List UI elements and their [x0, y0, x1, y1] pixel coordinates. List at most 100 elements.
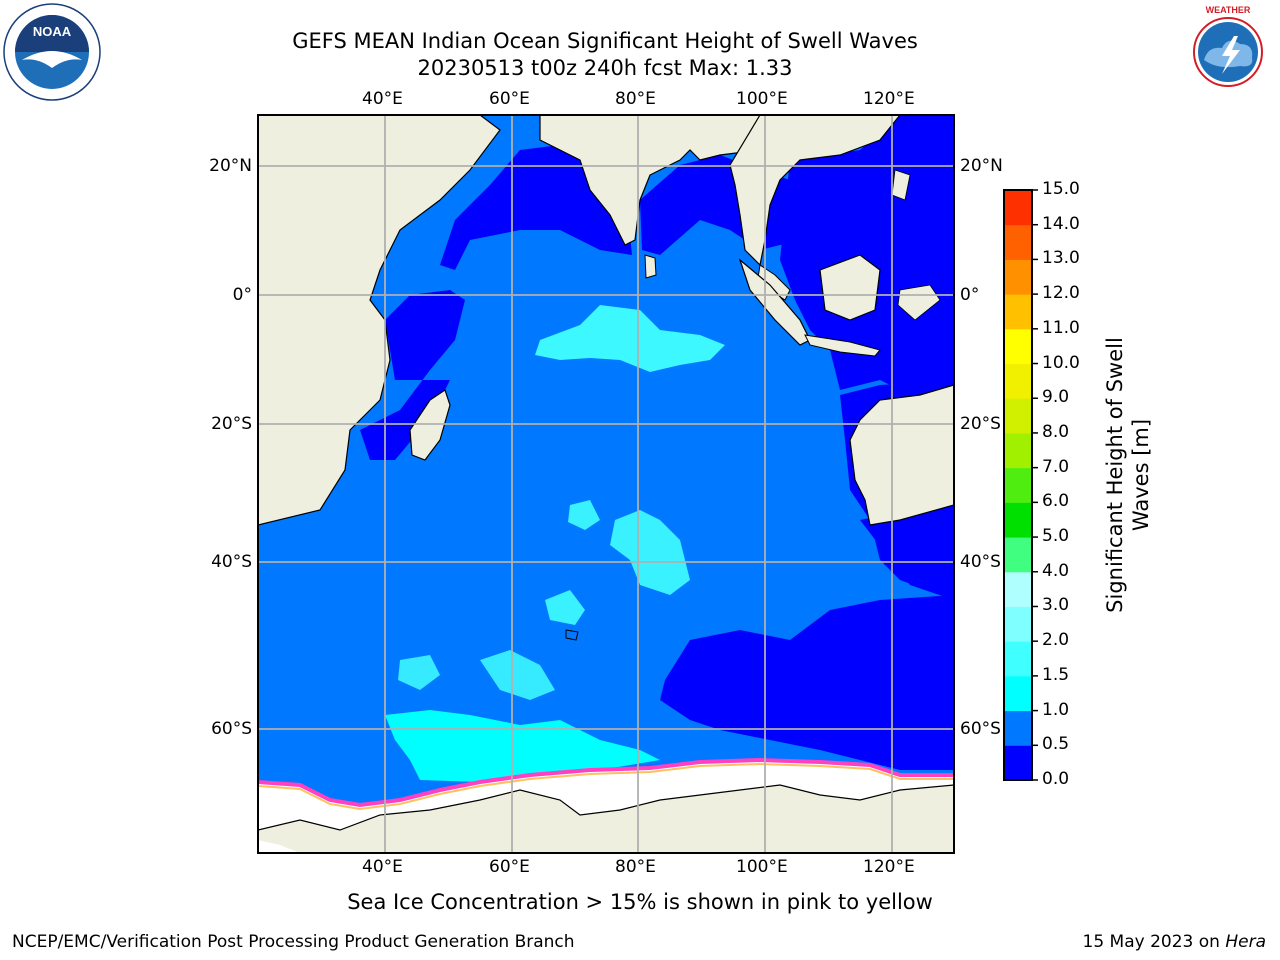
lat-label-right: 20°S	[960, 414, 1001, 434]
chart-subtitle: 20230513 t00z 240h fcst Max: 1.33	[417, 56, 793, 80]
colorbar-tick-label: 5.0	[1042, 526, 1070, 547]
land-india	[539, 115, 761, 246]
colorbar-tick-label: 9.0	[1042, 387, 1070, 408]
lon-label-top: 120°E	[863, 89, 915, 109]
colorbar-segment	[1004, 571, 1032, 607]
colorbar-segment	[1004, 710, 1032, 746]
colorbar-title: Significant Height of Swell Waves [m]	[1102, 315, 1154, 635]
colorbar-tick-label: 15.0	[1042, 179, 1080, 199]
land-island-2	[897, 284, 941, 321]
colorbar-tick-label: 11.0	[1042, 317, 1080, 338]
sea-ice-note: Sea Ice Concentration > 15% is shown in …	[347, 890, 933, 914]
swell-mid-equatorial	[535, 305, 725, 372]
lon-label-top: 100°E	[736, 89, 788, 109]
lon-label-bottom: 40°E	[362, 857, 403, 877]
land-island-1	[891, 169, 911, 201]
lat-label-right: 60°S	[960, 719, 1001, 739]
noaa-logo-text: NOAA	[33, 24, 72, 39]
sea-ice-edge	[258, 757, 954, 808]
machine-name: Hera	[1225, 932, 1266, 952]
colorbar-segment	[1004, 294, 1032, 330]
lat-label-left: 0°	[232, 285, 252, 305]
colorbar-segment	[1004, 363, 1032, 399]
land-antarctica	[258, 784, 954, 853]
colorbar-tick-label: 3.0	[1042, 595, 1070, 616]
land-kerguelen	[565, 629, 579, 641]
national-weather-service-logo: WEATHER	[1178, 2, 1278, 102]
colorbar-tick-label: 6.0	[1042, 491, 1070, 512]
land-borneo	[819, 254, 881, 321]
lat-label-left: 40°S	[211, 552, 252, 572]
colorbar-frame	[1003, 189, 1033, 781]
producer-credit: NCEP/EMC/Verification Post Processing Pr…	[12, 932, 575, 952]
colorbar-segment	[1004, 606, 1032, 642]
graticule	[258, 115, 954, 853]
land-africa-arabia	[258, 115, 501, 526]
colorbar	[1003, 189, 1038, 781]
lon-label-top: 80°E	[615, 89, 656, 109]
run-date: 15 May 2023 on Hera	[1083, 932, 1267, 952]
chart-title: GEFS MEAN Indian Ocean Significant Heigh…	[292, 29, 918, 53]
colorbar-tick-label: 4.0	[1042, 560, 1070, 581]
colorbar-segment	[1004, 467, 1032, 503]
colorbar-title-line2: Waves [m]	[1129, 418, 1153, 532]
map-frame	[257, 114, 955, 854]
colorbar-tick-label: 10.0	[1042, 352, 1080, 373]
swell-low-patch	[860, 500, 954, 600]
colorbar-segment	[1004, 328, 1032, 365]
land-java	[804, 334, 881, 357]
colorbar-segment	[1004, 259, 1032, 295]
colorbar-tick-label: 8.0	[1042, 421, 1070, 442]
lon-label-top: 60°E	[489, 89, 530, 109]
colorbar-tick-label: 0.5	[1042, 734, 1070, 755]
land-madagascar	[409, 389, 451, 461]
swell-mid-patch-4	[398, 655, 440, 690]
colorbar-tick-label: 1.0	[1042, 699, 1070, 720]
lat-label-right: 20°N	[960, 156, 1003, 176]
colorbar-tick-label: 13.0	[1042, 248, 1080, 269]
colorbar-tick-label: 7.0	[1042, 456, 1070, 477]
colorbar-segment	[1004, 537, 1032, 573]
swell-mid-central-south	[610, 510, 690, 595]
colorbar-tick-label: 14.0	[1042, 213, 1080, 234]
colorbar-tick-label: 12.0	[1042, 283, 1080, 304]
lat-label-left: 60°S	[211, 719, 252, 739]
ice-patch	[258, 840, 300, 853]
land-sri-lanka	[644, 254, 657, 279]
colorbar-segment	[1004, 432, 1032, 469]
colorbar-segment	[1004, 745, 1032, 781]
colorbar-segment	[1004, 224, 1032, 260]
swell-low-southern-ocean	[660, 595, 954, 770]
colorbar-segment	[1004, 502, 1032, 538]
lon-label-bottom: 100°E	[736, 857, 788, 877]
colorbar-tick-label: 2.0	[1042, 630, 1070, 651]
lon-label-bottom: 80°E	[615, 857, 656, 877]
colorbar-segment	[1004, 641, 1032, 677]
sea-ice-edge-outer	[258, 762, 954, 811]
colorbar-segment	[1004, 675, 1032, 712]
colorbar-segment	[1004, 190, 1032, 226]
noaa-logo: NOAA	[2, 2, 102, 102]
colorbar-tick-label: 1.5	[1042, 664, 1070, 685]
swell-mid-patch-1	[568, 500, 600, 530]
colorbar-segment	[1004, 398, 1032, 434]
swell-low-arabian-sea	[440, 145, 632, 270]
swell-mid-antarctic-band	[385, 710, 660, 782]
land-australia	[849, 384, 954, 526]
land-southeast-asia	[729, 115, 901, 267]
swell-mid-patch-2	[545, 590, 585, 625]
svg-text:WEATHER: WEATHER	[1206, 5, 1251, 15]
run-date-text: 15 May 2023 on	[1082, 932, 1220, 952]
lat-label-right: 0°	[960, 285, 980, 305]
colorbar-title-line1: Significant Height of Swell	[1103, 337, 1127, 613]
swell-mid-patch-3	[480, 650, 555, 700]
lat-label-left: 20°N	[209, 156, 252, 176]
lon-label-bottom: 60°E	[489, 857, 530, 877]
swell-low-mozambique-channel	[360, 290, 465, 460]
lon-label-bottom: 120°E	[863, 857, 915, 877]
lon-label-top: 40°E	[362, 89, 403, 109]
swell-low-southeast-asia	[780, 115, 954, 395]
lat-label-right: 40°S	[960, 552, 1001, 572]
colorbar-tick-label: 0.0	[1042, 769, 1070, 789]
